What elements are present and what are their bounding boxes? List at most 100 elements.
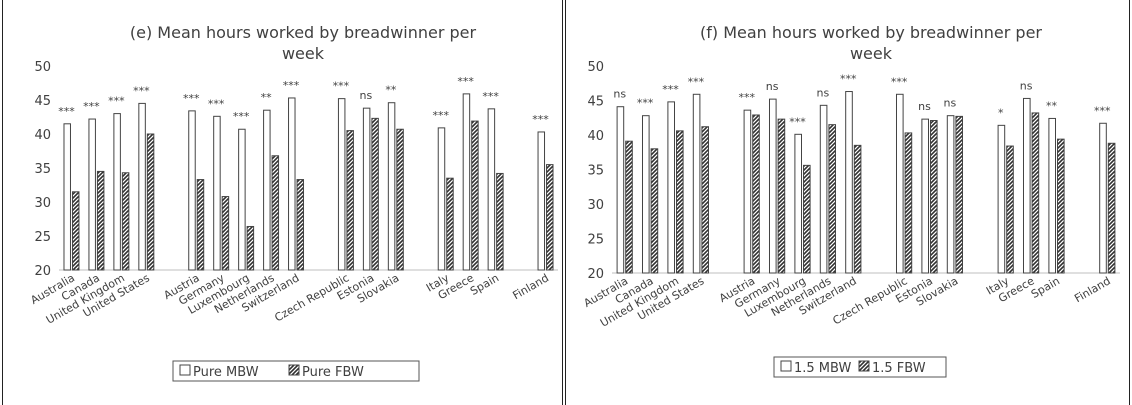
bar-mbw [188, 110, 196, 271]
y-tick-label: 35 [34, 162, 51, 177]
bar-fbw [246, 225, 255, 271]
y-tick-label: 25 [587, 233, 604, 248]
significance-label: ns [766, 80, 779, 93]
legend-f-swatch-mbw [780, 360, 792, 372]
y-tick-label: 45 [34, 94, 51, 109]
y-tick-label: 25 [34, 230, 51, 245]
bar-mbw [768, 98, 777, 274]
bar-fbw [71, 191, 80, 271]
bar-fbw [196, 179, 205, 271]
y-tick-label: 50 [587, 60, 604, 75]
bar-mbw [616, 106, 625, 274]
bar-mbw [1048, 117, 1056, 274]
bar-fbw [904, 132, 913, 274]
significance-label: *** [283, 79, 300, 92]
significance-label: ** [261, 91, 273, 104]
bar-fbw [828, 124, 837, 274]
bar-mbw [487, 108, 496, 271]
significance-label: *** [108, 95, 125, 108]
significance-label: *** [432, 109, 449, 122]
bar-fbw [296, 179, 305, 271]
bar-fbw [221, 196, 230, 271]
bar-fbw [396, 128, 404, 271]
chart-f-legend: 1.5 MBW 1.5 FBW [773, 356, 947, 378]
chart-f-svg: (f) Mean hours worked by breadwinner per… [582, 23, 1120, 378]
bar-fbw [471, 120, 479, 271]
legend-e-label-mbw: Pure MBW [193, 365, 259, 380]
significance-label: *** [532, 113, 549, 126]
significance-label: *** [333, 80, 350, 93]
significance-label: *** [83, 100, 100, 113]
bar-mbw [1022, 97, 1031, 274]
significance-label: *** [891, 75, 908, 88]
bar-fbw [271, 155, 280, 271]
bar-mbw [462, 93, 471, 271]
bar-fbw [701, 126, 710, 274]
bar-fbw [625, 140, 633, 274]
significance-label: *** [233, 110, 250, 123]
legend-f-label-fbw: 1.5 FBW [872, 361, 926, 376]
bar-mbw [667, 101, 676, 274]
bar-mbw [88, 118, 96, 271]
significance-label: *** [688, 75, 705, 88]
bar-mbw [263, 109, 271, 271]
y-tick-label: 50 [34, 60, 51, 75]
chart-e-legend: Pure MBW Pure FBW [172, 360, 420, 382]
significance-label: *** [482, 90, 499, 103]
bar-mbw [387, 102, 396, 271]
bar-mbw [997, 124, 1006, 274]
bar-fbw [446, 177, 454, 271]
significance-label: ns [944, 97, 957, 110]
bar-mbw [337, 98, 346, 271]
significance-label: ns [1020, 79, 1033, 92]
significance-label: *** [662, 83, 679, 96]
x-category-label: Finland [1072, 274, 1113, 305]
significance-label: *** [58, 105, 75, 118]
x-category-label: Spain [1029, 274, 1062, 301]
bar-mbw [641, 115, 650, 274]
y-tick-label: 30 [587, 198, 604, 213]
chart-panel-e: (e) Mean hours worked by breadwinner per… [2, 0, 563, 405]
bar-mbw [362, 107, 371, 271]
bar-mbw [794, 133, 802, 274]
significance-label: *** [840, 73, 857, 86]
significance-label: ** [385, 84, 397, 97]
significance-label: *** [789, 115, 806, 128]
bar-mbw [946, 115, 955, 274]
chart-e-svg: (e) Mean hours worked by breadwinner per… [28, 23, 558, 382]
bar-mbw [437, 127, 446, 271]
y-tick-label: 30 [34, 196, 51, 211]
bar-mbw [743, 109, 752, 274]
bar-fbw [676, 130, 684, 274]
bar-mbw [1099, 122, 1107, 274]
bar-fbw [346, 130, 354, 271]
bar-fbw [1031, 112, 1040, 274]
chart-f-title-line2: week [850, 44, 893, 63]
chart-e-title-line1: (e) Mean hours worked by breadwinner per [130, 23, 477, 42]
bar-fbw [650, 148, 659, 274]
bar-fbw [146, 133, 155, 271]
bar-fbw [930, 120, 938, 274]
bar-fbw [853, 144, 862, 274]
bar-fbw [496, 172, 504, 271]
y-tick-label: 45 [587, 95, 604, 110]
y-tick-label: 35 [587, 164, 604, 179]
chart-panel-f: (f) Mean hours worked by breadwinner per… [565, 0, 1130, 405]
bar-fbw [371, 117, 379, 271]
x-category-label: Finland [510, 271, 551, 302]
bar-mbw [692, 93, 701, 274]
bar-mbw [63, 123, 71, 271]
bar-fbw [803, 164, 811, 274]
significance-label: *** [457, 75, 474, 88]
bar-fbw [777, 118, 786, 274]
chart-f-title-line1: (f) Mean hours worked by breadwinner per [700, 23, 1042, 42]
bar-fbw [121, 172, 130, 271]
y-tick-label: 40 [587, 129, 604, 144]
chart-e-title-line2: week [282, 44, 325, 63]
y-tick-label: 20 [587, 267, 604, 282]
bar-fbw [1006, 145, 1014, 274]
significance-label: *** [738, 91, 755, 104]
bar-fbw [1057, 138, 1065, 274]
bar-mbw [138, 102, 146, 271]
bar-mbw [921, 118, 929, 274]
